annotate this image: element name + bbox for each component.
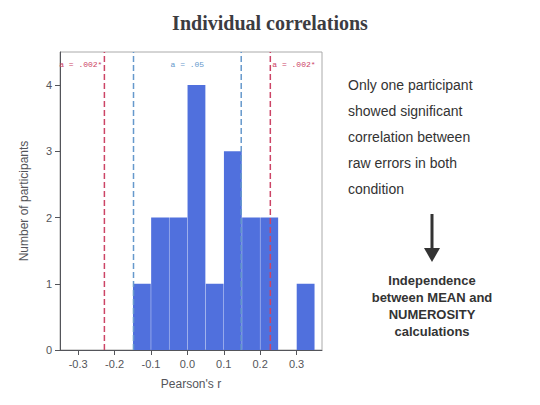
- svg-text:raw errors in both: raw errors in both: [348, 155, 457, 171]
- svg-text:-0.3: -0.3: [69, 358, 88, 370]
- svg-text:Independence: Independence: [388, 273, 475, 288]
- svg-text:NUMEROSITY: NUMEROSITY: [389, 307, 476, 322]
- svg-text:4: 4: [46, 79, 52, 91]
- svg-text:1: 1: [46, 278, 52, 290]
- svg-text:showed significant: showed significant: [348, 103, 463, 119]
- svg-text:calculations: calculations: [394, 324, 469, 339]
- svg-text:Only one participant: Only one participant: [348, 77, 473, 93]
- svg-text:correlation between: correlation between: [348, 129, 470, 145]
- svg-text:Pearson's r: Pearson's r: [161, 377, 221, 391]
- svg-text:0.1: 0.1: [216, 358, 231, 370]
- svg-text:a = .05: a = .05: [171, 60, 205, 69]
- svg-text:0.3: 0.3: [289, 358, 304, 370]
- svg-text:-0.1: -0.1: [141, 358, 160, 370]
- svg-text:between MEAN and: between MEAN and: [372, 290, 493, 305]
- svg-text:0: 0: [46, 344, 52, 356]
- svg-text:3: 3: [46, 145, 52, 157]
- svg-text:Individual correlations: Individual correlations: [172, 12, 368, 34]
- svg-text:0.0: 0.0: [180, 358, 195, 370]
- svg-text:0.2: 0.2: [252, 358, 267, 370]
- svg-text:a = .002*: a = .002*: [272, 60, 315, 69]
- svg-text:condition: condition: [348, 181, 404, 197]
- svg-text:2: 2: [46, 212, 52, 224]
- svg-text:a = .002*: a = .002*: [59, 60, 102, 69]
- svg-text:-0.2: -0.2: [105, 358, 124, 370]
- svg-text:Number of participants: Number of participants: [17, 141, 31, 262]
